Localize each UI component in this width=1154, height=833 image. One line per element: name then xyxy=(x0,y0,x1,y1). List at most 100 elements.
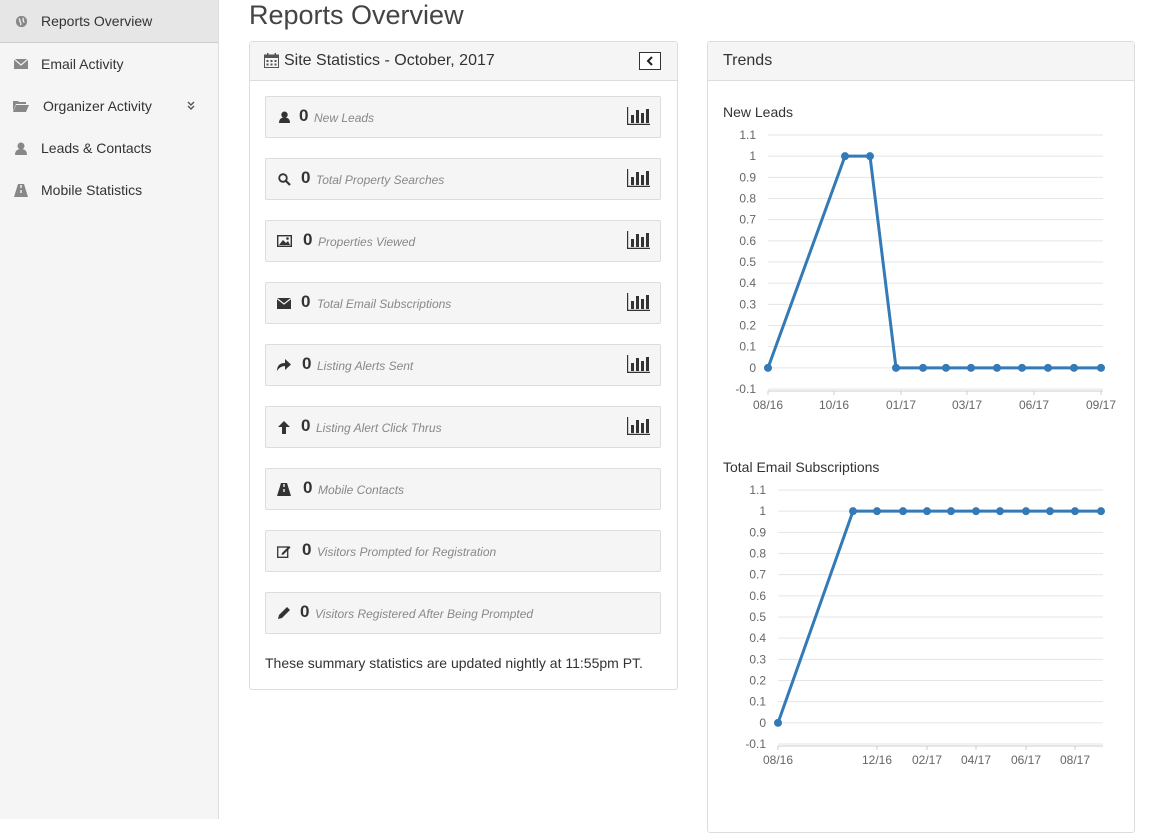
data-point[interactable] xyxy=(923,507,931,516)
data-point[interactable] xyxy=(866,152,874,161)
y-tick-label: 1 xyxy=(749,149,756,163)
y-tick-label: 0.4 xyxy=(749,631,766,645)
y-tick-label: 0.1 xyxy=(749,695,766,709)
y-tick-label: 1 xyxy=(759,504,766,518)
y-tick-label: 0 xyxy=(759,716,766,730)
bar-chart-icon[interactable] xyxy=(626,293,650,316)
y-tick-label: 0.2 xyxy=(739,319,756,333)
double-chevron-down-icon[interactable] xyxy=(186,98,196,114)
y-tick-label: 1.1 xyxy=(749,483,766,497)
stat-row-visitors-registered: 0 Visitors Registered After Being Prompt… xyxy=(265,592,661,634)
email-subscriptions-chart: 1.1 1 0.9 0.8 0.7 0.6 0.5 0.4 0.3 0.2 0.1 0 -0.1 08/1… xyxy=(745,483,1105,767)
site-statistics-heading: Site Statistics - October, 2017 xyxy=(250,42,677,81)
data-point[interactable] xyxy=(1097,507,1105,516)
bar-chart-icon[interactable] xyxy=(626,107,650,130)
data-point[interactable] xyxy=(1022,507,1030,516)
stat-label: Listing Alert Click Thrus xyxy=(316,421,442,435)
bar-chart-icon[interactable] xyxy=(626,355,650,378)
sidebar-item-label: Leads & Contacts xyxy=(41,140,152,156)
user-icon xyxy=(275,108,293,126)
trend-chart-title: Total Email Subscriptions xyxy=(723,459,880,475)
page-title: Reports Overview xyxy=(249,0,464,30)
stat-row-email-subscriptions: 0 Total Email Subscriptions xyxy=(265,282,661,324)
y-tick-label: 0.5 xyxy=(739,255,756,269)
y-tick-label: 0.4 xyxy=(739,276,756,290)
picture-icon xyxy=(275,232,293,250)
y-tick-label: 0.5 xyxy=(749,610,766,624)
stat-label: New Leads xyxy=(314,111,375,125)
edit-icon xyxy=(275,542,293,560)
sidebar-item-leads-contacts[interactable]: Leads & Contacts xyxy=(0,127,218,169)
bar-chart-icon[interactable] xyxy=(626,169,650,192)
data-point[interactable] xyxy=(774,718,782,727)
x-tick-label: 08/16 xyxy=(753,398,783,412)
sidebar-item-label: Reports Overview xyxy=(41,13,153,29)
y-tick-label: 0.8 xyxy=(749,547,766,561)
data-point[interactable] xyxy=(873,507,881,516)
x-tick-label: 02/17 xyxy=(912,753,942,767)
data-point[interactable] xyxy=(1046,507,1054,516)
x-tick-label: 06/17 xyxy=(1019,398,1049,412)
y-tick-label: 0.7 xyxy=(749,568,766,582)
user-icon xyxy=(12,127,30,169)
y-tick-label: 0.7 xyxy=(739,213,756,227)
sidebar-item-email-activity[interactable]: Email Activity xyxy=(0,43,218,85)
stat-row-properties-viewed: 0 Properties Viewed xyxy=(265,220,661,262)
y-tick-label: 1.1 xyxy=(739,128,756,142)
pencil-icon xyxy=(275,604,293,622)
calendar-icon xyxy=(264,53,279,73)
share-arrow-icon xyxy=(275,356,293,374)
stat-value: 0 xyxy=(302,354,312,373)
stat-label: Total Email Subscriptions xyxy=(317,297,452,311)
sidebar-item-mobile-statistics[interactable]: Mobile Statistics xyxy=(0,169,218,211)
data-point[interactable] xyxy=(899,507,907,516)
road-icon xyxy=(12,169,30,211)
sidebar-item-label: Organizer Activity xyxy=(43,98,152,114)
bar-chart-icon[interactable] xyxy=(626,417,650,440)
site-statistics-title: Site Statistics - October, 2017 xyxy=(284,52,495,69)
data-point[interactable] xyxy=(947,507,955,516)
x-tick-label: 04/17 xyxy=(961,753,991,767)
y-tick-label: 0.2 xyxy=(749,674,766,688)
stat-label: Total Property Searches xyxy=(316,173,445,187)
data-point[interactable] xyxy=(919,363,927,372)
bar-chart-icon[interactable] xyxy=(626,231,650,254)
stat-row-listing-alert-click-thrus: 0 Listing Alert Click Thrus xyxy=(265,406,661,448)
data-point[interactable] xyxy=(996,507,1004,516)
collapse-button[interactable] xyxy=(639,52,661,70)
y-tick-label: 0.1 xyxy=(739,340,756,354)
data-point[interactable] xyxy=(849,507,857,516)
data-point[interactable] xyxy=(1071,507,1079,516)
y-tick-label: -0.1 xyxy=(735,382,756,396)
data-point[interactable] xyxy=(1018,363,1026,372)
data-point[interactable] xyxy=(841,152,849,161)
data-point[interactable] xyxy=(972,507,980,516)
chevron-left-icon xyxy=(646,56,653,66)
data-point[interactable] xyxy=(942,363,950,372)
data-point[interactable] xyxy=(967,363,975,372)
series-line xyxy=(766,154,1101,370)
data-point[interactable] xyxy=(1070,363,1078,372)
stat-row-visitors-prompted: 0 Visitors Prompted for Registration xyxy=(265,530,661,572)
x-tick-label: 01/17 xyxy=(886,398,916,412)
stat-value: 0 xyxy=(299,106,309,125)
data-point[interactable] xyxy=(1044,363,1052,372)
sidebar-item-organizer-activity[interactable]: Organizer Activity xyxy=(0,85,218,127)
data-point[interactable] xyxy=(993,363,1001,372)
y-tick-label: 0.3 xyxy=(749,652,766,666)
data-point[interactable] xyxy=(892,363,900,372)
sidebar-item-reports-overview[interactable]: Reports Overview xyxy=(0,0,218,43)
y-tick-label: 0.6 xyxy=(739,234,756,248)
stat-row-property-searches: 0 Total Property Searches xyxy=(265,158,661,200)
globe-icon xyxy=(12,0,30,42)
trends-panel: Trends New Leads 1.1 1 0.9 0.8 0.7 0.6 0.5 0.4 0… xyxy=(707,41,1135,833)
stat-value: 0 xyxy=(300,602,310,621)
arrow-up-icon xyxy=(275,418,293,436)
x-tick-label: 10/16 xyxy=(819,398,849,412)
stats-footnote: These summary statistics are updated nig… xyxy=(265,655,643,671)
x-tick-label: 08/17 xyxy=(1060,753,1090,767)
trends-heading: Trends xyxy=(708,42,1134,81)
data-point[interactable] xyxy=(1097,363,1105,372)
x-tick-label: 03/17 xyxy=(952,398,982,412)
data-point[interactable] xyxy=(764,363,772,372)
